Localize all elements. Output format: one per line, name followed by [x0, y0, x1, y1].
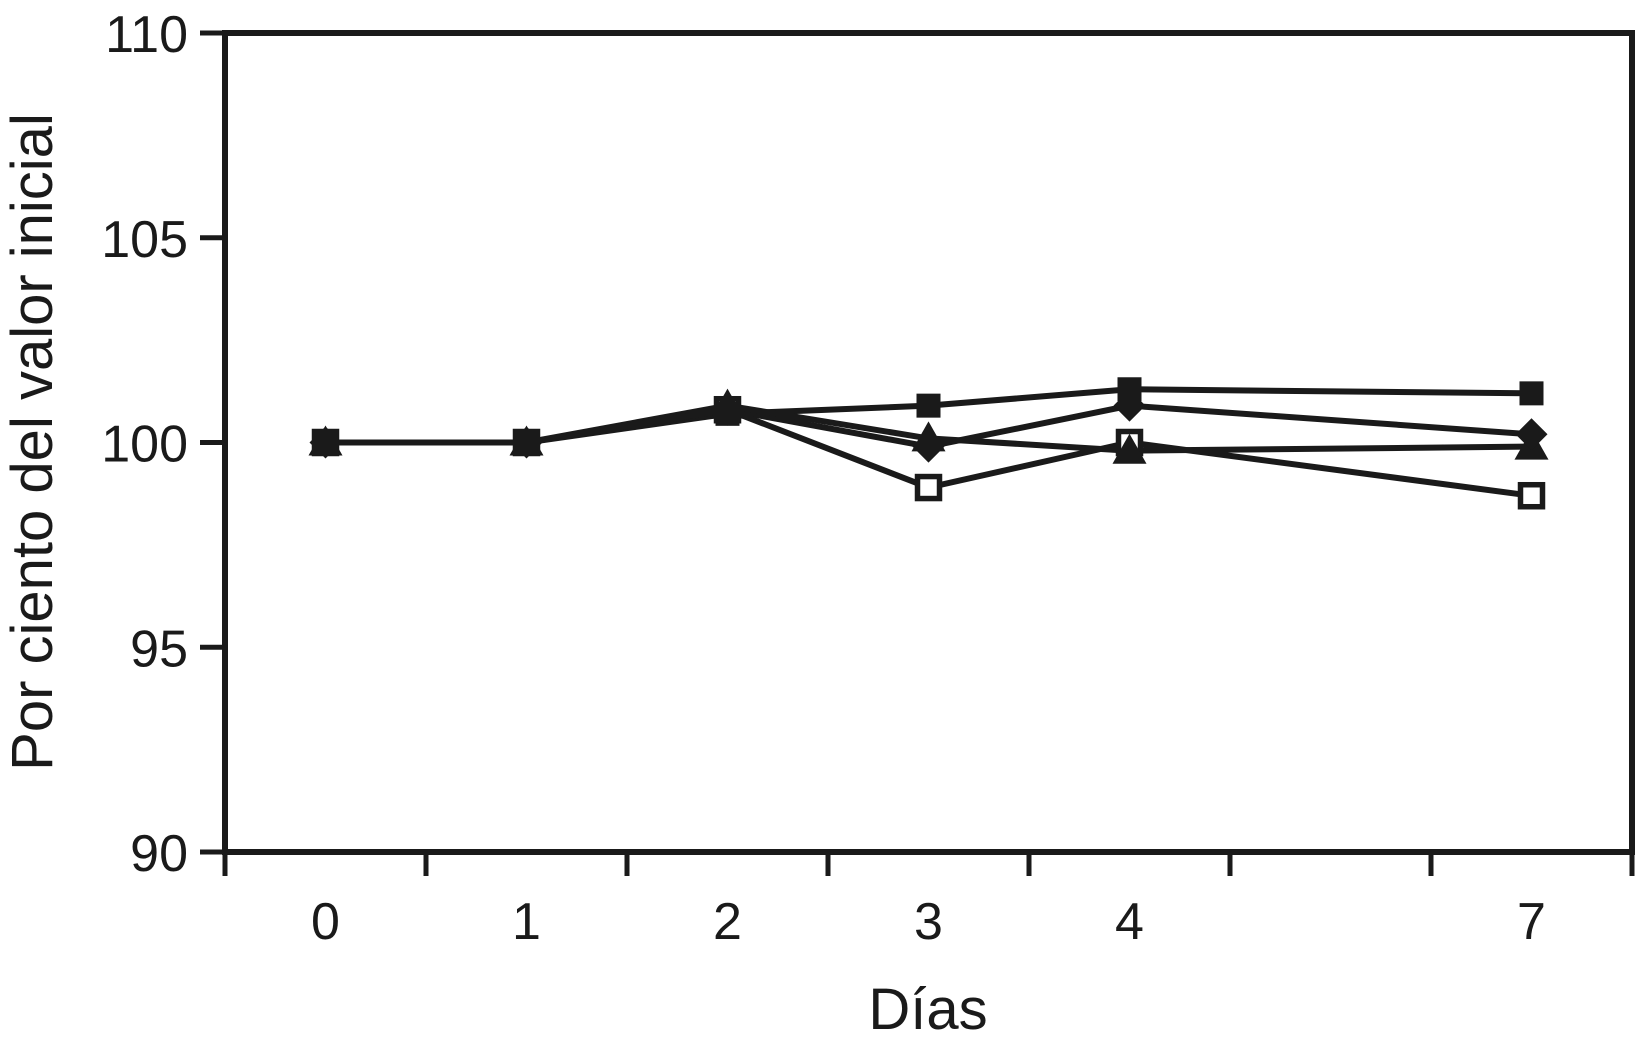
x-axis-title: Días: [868, 977, 987, 1042]
marker-filled-square: [1117, 377, 1142, 402]
x-tick-label: 7: [1517, 893, 1546, 951]
marker-filled-square: [715, 401, 740, 426]
y-tick-label: 90: [130, 825, 188, 883]
marker-filled-square: [1519, 381, 1544, 406]
y-tick-label: 105: [101, 211, 188, 269]
marker-filled-diamond: [912, 430, 945, 463]
y-tick-label: 95: [130, 620, 188, 678]
marker-filled-diamond: [1515, 418, 1548, 451]
y-axis-title: Por ciento del valor inicial: [0, 113, 65, 771]
x-tick-label: 1: [512, 893, 541, 951]
series-line-open-square: [325, 406, 1532, 499]
marker-filled-triangle: [1112, 433, 1147, 464]
marker-filled-square: [313, 430, 338, 455]
marker-filled-square: [514, 430, 539, 455]
y-tick-label: 110: [105, 6, 188, 64]
y-tick-label: 100: [101, 416, 188, 474]
x-tick-label: 2: [713, 893, 742, 951]
marker-open-square: [1517, 481, 1546, 510]
x-tick-label: 0: [311, 893, 340, 951]
x-tick-label: 4: [1115, 893, 1144, 951]
marker-open-square: [914, 473, 943, 502]
x-tick-label: 3: [914, 893, 943, 951]
marker-filled-square: [916, 393, 941, 418]
